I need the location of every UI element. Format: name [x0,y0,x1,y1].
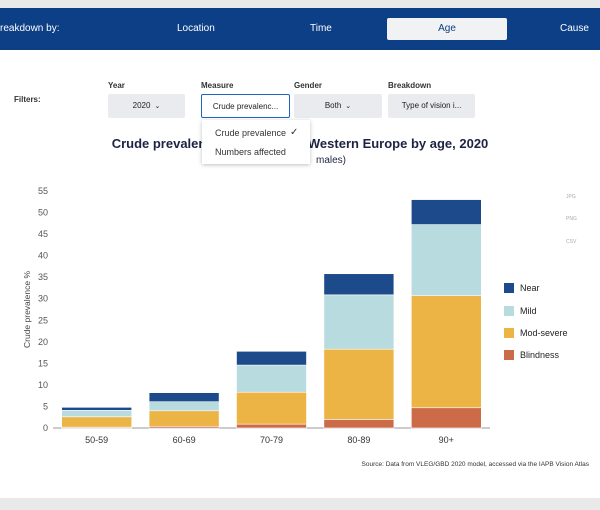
measure-select[interactable]: Crude prevalenc... [201,94,290,118]
bar-segment [148,392,220,403]
legend-label: Mod-severe [520,328,568,338]
stacked-bar-chart: 0 5 10 15 20 25 30 35 40 45 50 55 Crude prevalence %… [22,186,568,445]
bar-segment [61,410,133,418]
legend-label: Blindness [520,350,560,360]
chevron-down-icon: ⌄ [345,103,352,110]
y-tick-label: 10 [38,380,48,390]
chevron-down-icon: ⌄ [154,103,161,110]
x-tick-label: 50-59 [85,435,108,445]
bar-segment [410,224,482,297]
top-strip [0,0,600,8]
y-tick-label: 40 [38,251,48,261]
y-axis-label: Crude prevalence % [22,271,32,348]
bottom-strip [0,498,600,510]
bar-segment [236,364,307,393]
bar-segment [323,348,395,420]
bar-segment [410,295,482,409]
tab-cause[interactable]: Cause [560,23,589,34]
y-tick-label: 30 [38,294,48,304]
x-tick-label: 60-69 [173,435,196,445]
y-tick-label: 55 [38,186,48,196]
y-tick-label: 25 [38,315,48,325]
gender-label: Gender [294,81,323,90]
bar-segment [148,401,220,412]
filters-label: Filters: [14,95,41,104]
legend-label: Mild [520,306,537,316]
y-tick-label: 0 [43,423,48,433]
measure-dropdown-menu: Crude prevalence ✓ Numbers affected [202,120,310,164]
legend-swatch [504,306,514,316]
export-csv-button[interactable]: CSV [566,239,577,245]
year-value: 2020 [132,101,151,110]
gender-value: Both [324,101,342,110]
chart-title-left: Crude prevalen [111,136,207,151]
legend-swatch [504,328,514,338]
breakdown-nav-bar: reakdown by: Location Time Age Cause [0,8,600,50]
measure-label: Measure [201,81,234,90]
bar-segment [410,407,482,429]
breakdown-label: Breakdown [388,81,432,90]
gender-select[interactable]: Both ⌄ [294,94,382,118]
bar-segment [61,416,133,428]
breakdown-value: Type of vision i... [401,101,462,110]
chart-title-right: n Western Europe by age, 2020 [296,136,489,151]
year-select[interactable]: 2020 ⌄ [108,94,185,118]
year-label: Year [108,81,125,90]
bar-segment [323,273,395,296]
bar-segment [323,294,395,350]
tab-time[interactable]: Time [310,23,332,34]
legend-swatch [504,283,514,293]
y-tick-label: 15 [38,358,48,368]
legend-swatch [504,350,514,360]
export-jpg-button[interactable]: JPG [566,194,576,200]
bar-segment [236,350,307,366]
bar-segment [148,410,220,427]
source-note: Source: Data from VLEG/GBD 2020 model, a… [361,461,590,468]
y-tick-label: 45 [38,229,48,239]
chart-subtitle-tail: males) [315,155,346,166]
bar-segment [236,391,307,425]
bar-segment [410,199,482,225]
dropdown-option-numbers-affected[interactable]: Numbers affected [215,147,286,157]
dropdown-option-crude-prevalence[interactable]: Crude prevalence [215,128,287,138]
y-tick-label: 5 [43,401,48,411]
chart-subtitle: males) [0,155,600,166]
breakdown-by-label: reakdown by: [0,23,60,34]
checkmark-icon: ✓ [290,127,299,138]
legend-label: Near [520,283,540,293]
y-tick-label: 50 [38,208,48,218]
tab-age[interactable]: Age [387,18,507,40]
export-png-button[interactable]: PNG [566,216,577,222]
y-tick-label: 20 [38,337,48,347]
x-tick-label: 70-79 [260,435,283,445]
tab-location[interactable]: Location [177,23,215,34]
bar-segment [323,419,395,429]
breakdown-select[interactable]: Type of vision i... [388,94,475,118]
y-tick-label: 35 [38,272,48,282]
x-tick-label: 80-89 [347,435,370,445]
bar-segment [236,423,307,429]
measure-value: Crude prevalenc... [212,102,279,111]
chart-title: Crude prevalen n Western Europe by age, 2… [0,136,600,151]
bar-segment [61,407,133,411]
x-tick-label: 90+ [439,435,454,445]
